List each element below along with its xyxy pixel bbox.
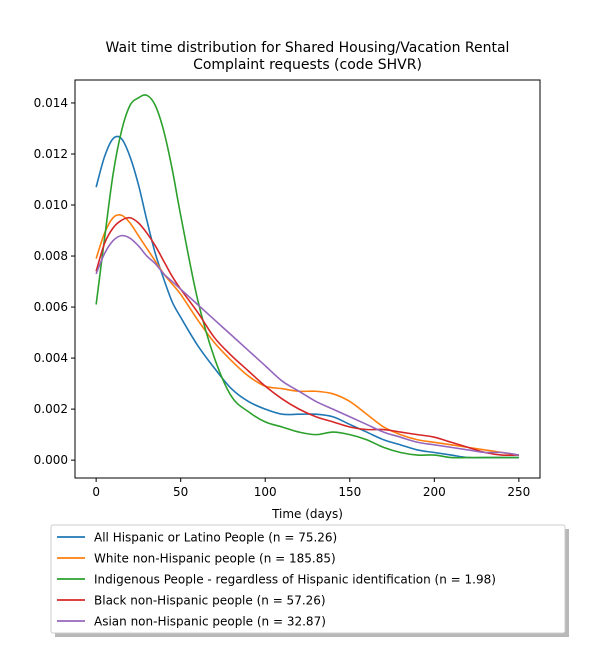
legend-label: Asian non-Hispanic people (n = 32.87) — [94, 615, 326, 629]
chart-title: Wait time distribution for Shared Housin… — [106, 40, 510, 73]
x-axis: 0 50 100 150 200 250 — [92, 478, 530, 499]
series-line-5 — [95, 234, 519, 456]
y-tick-label: 0.008 — [34, 249, 68, 263]
series-line-3 — [95, 94, 519, 459]
x-tick-label: 150 — [338, 485, 361, 499]
legend-label: Black non-Hispanic people (n = 57.26) — [94, 594, 326, 608]
x-axis-label: Time (days) — [271, 507, 343, 521]
y-tick-label: 0.000 — [34, 453, 68, 467]
series-lines — [95, 94, 519, 459]
series-line-1 — [95, 135, 519, 459]
x-tick-label: 200 — [423, 485, 446, 499]
y-tick-label: 0.006 — [34, 300, 68, 314]
series-line-4 — [95, 216, 519, 457]
y-axis: 0.000 0.002 0.004 0.006 0.008 0.010 0.012 0.014 — [34, 96, 75, 467]
y-tick-label: 0.004 — [34, 351, 68, 365]
y-tick-label: 0.014 — [34, 96, 68, 110]
x-tick-label: 250 — [507, 485, 530, 499]
legend-label: White non-Hispanic people (n = 185.85) — [94, 552, 336, 566]
x-tick-label: 0 — [92, 485, 100, 499]
legend-label: Indigenous People - regardless of Hispan… — [94, 573, 496, 587]
legend-box — [50, 524, 566, 634]
chart-title-line: Wait time distribution for Shared Housin… — [106, 40, 510, 56]
legend-label: All Hispanic or Latino People (n = 75.26… — [94, 531, 337, 545]
legend: All Hispanic or Latino People (n = 75.26… — [50, 524, 569, 637]
y-tick-label: 0.012 — [34, 147, 68, 161]
x-tick-label: 50 — [173, 485, 188, 499]
x-tick-label: 100 — [254, 485, 277, 499]
y-tick-label: 0.010 — [34, 198, 68, 212]
plot-area — [74, 79, 541, 479]
y-tick-label: 0.002 — [34, 402, 68, 416]
chart-title-line: Complaint requests (code SHVR) — [193, 57, 422, 73]
series-line-2 — [95, 214, 519, 456]
